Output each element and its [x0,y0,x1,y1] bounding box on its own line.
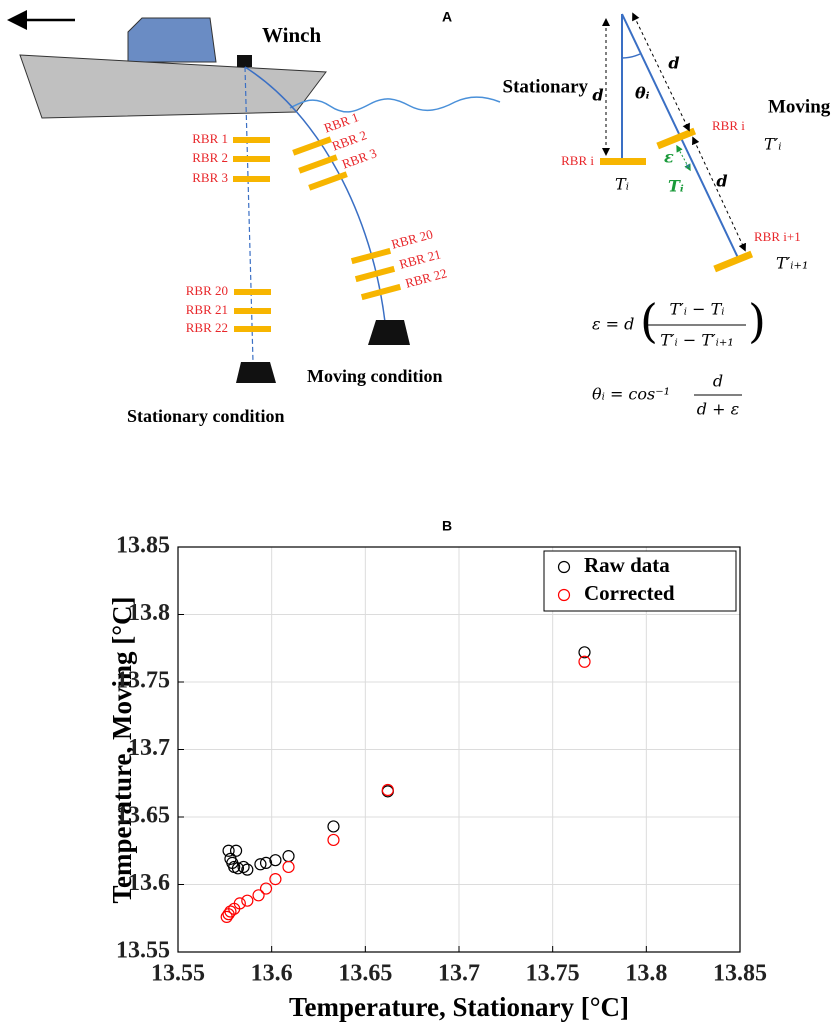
x-tick-label: 13.7 [438,961,480,987]
sensor [234,289,271,295]
y-tick-label: 13.75 [116,668,170,694]
distance-label: d [716,172,727,191]
sensor [600,158,646,165]
y-tick-label: 13.55 [116,938,170,964]
sensor [298,154,338,173]
point [283,861,294,872]
sensor [713,251,753,272]
schematic-label: Stationary [503,76,589,97]
sensor-label: RBR 20 [186,283,228,298]
equation: ε = d [592,315,634,334]
x-tick-label: 13.75 [526,961,580,987]
distance-arrow [694,140,744,248]
epsilon-label: ε [664,148,674,167]
sensor-label: RBR i [712,118,745,133]
y-tick-label: 13.65 [116,803,170,829]
tension-label: Tᵢ [668,177,684,196]
paren: ( [640,294,658,348]
y-tick-label: 13.8 [128,600,170,626]
equation: T′ᵢ − Tᵢ [670,300,725,319]
boat-cabin [128,18,216,62]
winch [237,55,252,67]
paren: ) [748,294,766,348]
sensor-label: RBR 22 [186,320,228,335]
sensor [234,308,271,314]
y-tick-label: 13.6 [128,870,170,896]
panel-a: A Winch RBR 1 RBR 2 RBR 3 RBR 20 RBR 21 … [17,9,831,426]
sensor [308,171,348,190]
temperature-label: Tᵢ [615,175,629,194]
x-tick-label: 13.6 [251,961,293,987]
x-tick-label: 13.8 [625,961,667,987]
sensor [233,156,270,162]
sensor-label: RBR 3 [192,170,228,185]
boat-hull [20,55,326,118]
angle-arc [622,54,640,58]
sensor-label: RBR i+1 [754,229,801,244]
weight [236,362,276,383]
chart-title: B [442,518,452,534]
x-tick-label: 13.85 [713,961,767,987]
sensor [233,137,270,143]
sensor-label: RBR 21 [186,302,228,317]
sensor-label: RBR 1 [192,131,228,146]
schematic-label: Moving [768,96,831,117]
point [242,895,253,906]
x-axis-label: Temperature, Stationary [°C] [289,992,629,1022]
x-tick-label: 13.55 [151,961,205,987]
equation: T′ᵢ − T′ᵢ₊₁ [660,331,733,350]
legend: Raw data Corrected [544,551,736,611]
legend-label: Corrected [584,581,675,605]
sensor-label: RBR i [561,153,594,168]
temperature-label: T′ᵢ₊₁ [776,254,808,273]
point [283,851,294,862]
sensor [656,128,696,149]
y-tick-label: 13.7 [128,735,170,761]
sensor [233,176,270,182]
water-surface [290,97,500,112]
weight [368,320,410,345]
distance-label: d [592,86,603,105]
sensor [292,136,332,155]
cross-mark: × [685,159,692,173]
point [253,890,264,901]
winch-label: Winch [262,23,321,47]
point [328,834,339,845]
distance-arrow [634,16,688,128]
legend-label: Raw data [584,553,670,577]
distance-label: d [668,54,679,73]
equation: d + ε [697,400,739,419]
panel-label: A [442,9,452,25]
sensor [234,326,271,332]
equation: θᵢ = cos⁻¹ [592,385,670,404]
page: {"diagram": {"label": "A", "winch": "Win… [0,0,840,1029]
equation: d [713,372,723,391]
point [231,845,242,856]
sensor-label: RBR 2 [192,150,228,165]
point [328,821,339,832]
sensor-label: RBR 20 [390,226,435,251]
figure: A Winch RBR 1 RBR 2 RBR 3 RBR 20 RBR 21 … [0,0,840,1029]
condition-label: Stationary condition [127,406,285,426]
condition-label: Moving condition [307,366,443,386]
temperature-label: T′ᵢ [764,135,782,154]
theta-label: θᵢ [635,84,650,103]
y-tick-label: 13.85 [116,533,170,559]
x-tick-label: 13.65 [338,961,392,987]
